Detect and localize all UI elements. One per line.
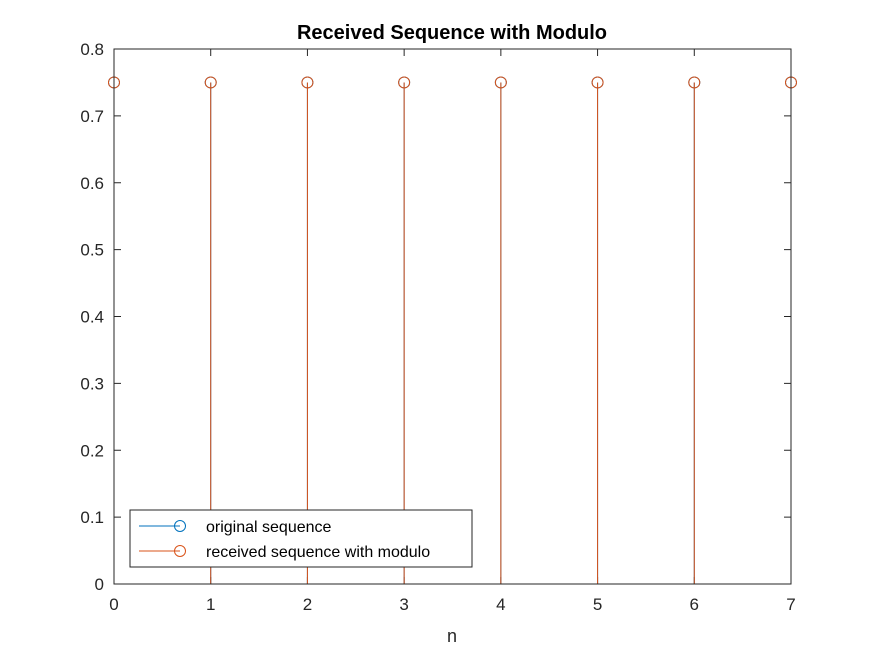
legend-marker xyxy=(174,545,186,557)
stem-marker xyxy=(591,76,604,89)
y-tick-label: 0.7 xyxy=(80,107,104,126)
stem-marker xyxy=(398,76,411,89)
legend-marker xyxy=(174,520,186,532)
x-tick-label: 3 xyxy=(399,595,408,614)
x-tick-label: 1 xyxy=(206,595,215,614)
y-tick-label: 0.5 xyxy=(80,241,104,260)
x-tick-label: 4 xyxy=(496,595,505,614)
y-tick-label: 0.8 xyxy=(80,40,104,59)
x-tick-label: 6 xyxy=(690,595,699,614)
legend-label: received sequence with modulo xyxy=(206,544,430,561)
stem-marker xyxy=(204,76,217,89)
plot-area xyxy=(114,49,791,584)
legend-box xyxy=(129,509,473,568)
stem-marker xyxy=(494,76,507,89)
chart-title: Received Sequence with Modulo xyxy=(297,22,607,44)
stem-marker xyxy=(301,76,314,89)
legend: original sequence received sequence with … xyxy=(129,509,473,568)
axes-box xyxy=(113,48,792,585)
y-tick-label: 0.1 xyxy=(80,508,104,527)
x-axis-label: n xyxy=(447,626,457,646)
x-tick-label: 5 xyxy=(593,595,602,614)
x-tick-label: 0 xyxy=(109,595,118,614)
y-tick-label: 0.3 xyxy=(80,374,104,393)
x-tick-label: 2 xyxy=(303,595,312,614)
stem-marker xyxy=(688,76,701,89)
y-tick-label: 0.6 xyxy=(80,174,104,193)
y-tick-label: 0 xyxy=(95,575,104,594)
x-tick-label: 7 xyxy=(786,595,795,614)
y-tick-label: 0.2 xyxy=(80,441,104,460)
y-tick-label: 0.4 xyxy=(80,308,104,327)
legend-label: original sequence xyxy=(206,519,332,536)
